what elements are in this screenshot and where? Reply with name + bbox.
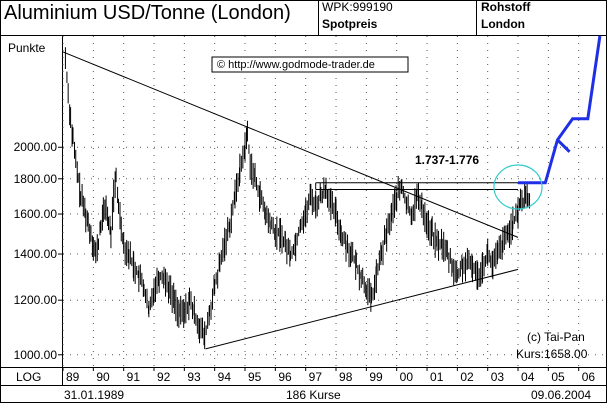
x-tick-label: 04 <box>521 370 535 384</box>
x-tick-label: 02 <box>460 370 474 384</box>
x-tick-label: 99 <box>369 370 383 384</box>
x-tick-label: 05 <box>551 370 565 384</box>
y-tick-label: 1000.00 <box>14 348 58 362</box>
copyright: (c) Tai-Pan <box>527 330 585 344</box>
y-axis: 1000.00 1200.00 1400.00 1600.00 1800.00 2000.… <box>14 140 63 362</box>
x-tick-label: 91 <box>127 370 141 384</box>
x-tick-label: 90 <box>96 370 110 384</box>
x-tick-label: 03 <box>491 370 505 384</box>
last-price: Kurs:1658.00 <box>516 347 588 361</box>
market-label: London <box>481 17 525 31</box>
projection-branch-line <box>556 138 571 153</box>
x-tick-label: 06 <box>582 370 596 384</box>
category-label: Rohstoff <box>481 0 531 14</box>
lower-trendline <box>205 268 519 350</box>
watermark: © http://www.godmode-trader.de <box>217 59 375 71</box>
highlight-circle <box>493 164 543 210</box>
x-tick-label: 98 <box>339 370 353 384</box>
end-date: 09.06.2004 <box>531 388 591 402</box>
price-bars <box>64 47 531 350</box>
y-tick-label: 2000.00 <box>14 140 58 154</box>
watermark-box <box>211 56 409 73</box>
x-tick-label: 01 <box>430 370 444 384</box>
upper-trendline <box>62 51 519 238</box>
y-tick-label: 1800.00 <box>14 172 58 186</box>
x-tick-label: 96 <box>278 370 292 384</box>
x-tick-label: 95 <box>248 370 262 384</box>
x-tick-label: 92 <box>157 370 171 384</box>
header-frame <box>0 0 607 36</box>
trendlines <box>62 51 519 350</box>
start-date: 31.01.1989 <box>64 388 124 402</box>
x-tick-label: 89 <box>66 370 80 384</box>
y-axis-label: Punkte <box>8 41 46 55</box>
y-tick-label: 1200.00 <box>14 293 58 307</box>
price-type-label: Spotpreis <box>322 17 378 31</box>
x-tick-label: 94 <box>218 370 232 384</box>
chart-title: Aluminium USD/Tonne (London) <box>4 2 291 24</box>
projection-line <box>518 35 602 185</box>
range-label: 1.737-1.776 <box>415 153 479 167</box>
x-axis: 89 90 91 92 93 94 95 96 97 98 99 00 01 02 03 04 05 06 <box>62 367 596 384</box>
x-tick-label: 93 <box>187 370 201 384</box>
x-tick-label: 97 <box>309 370 323 384</box>
projection <box>518 35 602 185</box>
wpk-label: WPK:999190 <box>322 0 393 14</box>
y-tick-label: 1400.00 <box>14 247 58 261</box>
x-tick-label: 00 <box>400 370 414 384</box>
x-scale-label: LOG <box>16 370 41 384</box>
bar-count: 186 Kurse <box>286 388 341 402</box>
y-tick-label: 1600.00 <box>14 207 58 221</box>
